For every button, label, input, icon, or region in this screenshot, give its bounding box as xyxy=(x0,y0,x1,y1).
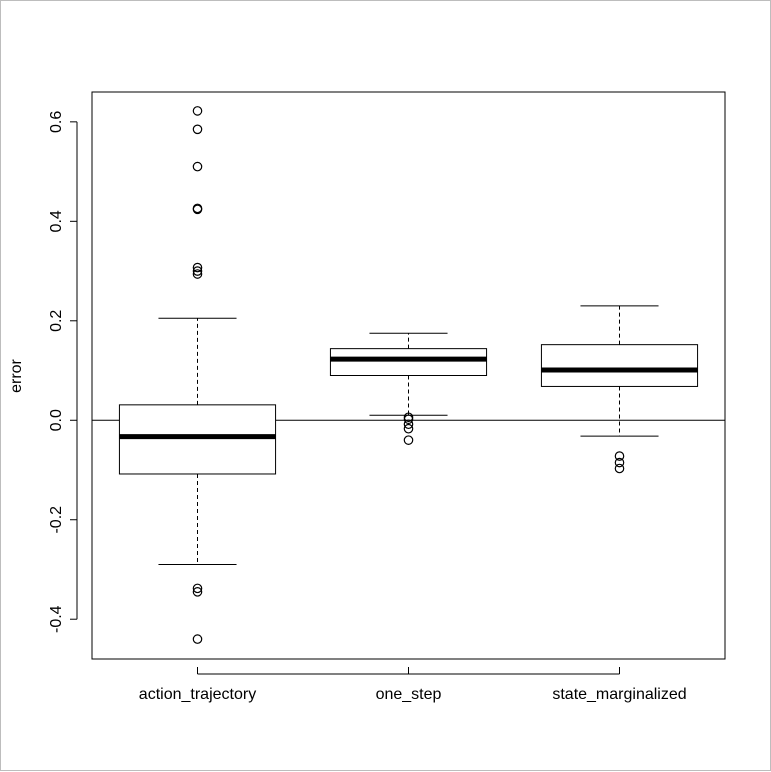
x-category-label: state_marginalized xyxy=(552,686,686,703)
box-one_step xyxy=(329,332,488,445)
outlier-point xyxy=(614,463,625,474)
interquartile-box xyxy=(118,404,277,475)
outlier-point xyxy=(614,451,625,461)
outlier-point xyxy=(192,583,203,594)
y-tick-label: 0.0 xyxy=(48,409,65,431)
outlier-point xyxy=(192,124,203,135)
interquartile-box xyxy=(329,348,488,377)
outlier-point xyxy=(192,266,203,276)
outlier-point xyxy=(614,457,625,468)
outlier-point xyxy=(403,435,414,445)
outlier-point xyxy=(403,419,414,430)
box-state_marginalized xyxy=(540,305,699,474)
y-tick-label: 0.2 xyxy=(48,310,65,332)
outlier-point xyxy=(192,587,203,597)
y-tick-label: -0.4 xyxy=(48,605,65,633)
outlier-point xyxy=(192,106,203,116)
box-layer xyxy=(118,106,699,644)
y-tick-label: -0.2 xyxy=(48,506,65,534)
interquartile-box xyxy=(540,344,699,387)
x-category-label: action_trajectory xyxy=(139,686,256,703)
outlier-point xyxy=(192,269,203,279)
y-tick-label: 0.6 xyxy=(48,111,65,133)
y-tick-label: 0.4 xyxy=(48,210,65,232)
outlier-point xyxy=(192,161,203,172)
x-category-label: one_step xyxy=(376,686,442,703)
box-action_trajectory xyxy=(118,106,277,644)
outlier-point xyxy=(403,414,414,425)
plot-area-border xyxy=(91,91,726,660)
y-axis-title: error xyxy=(8,358,25,392)
axis-layer: -0.4 -0.2 0.0 0.2 0.4 0.6 action_trajectory one… xyxy=(48,111,687,703)
outlier-point xyxy=(403,423,414,434)
outlier-point xyxy=(192,634,203,644)
outlier-point xyxy=(192,204,203,215)
outlier-point xyxy=(192,262,203,273)
